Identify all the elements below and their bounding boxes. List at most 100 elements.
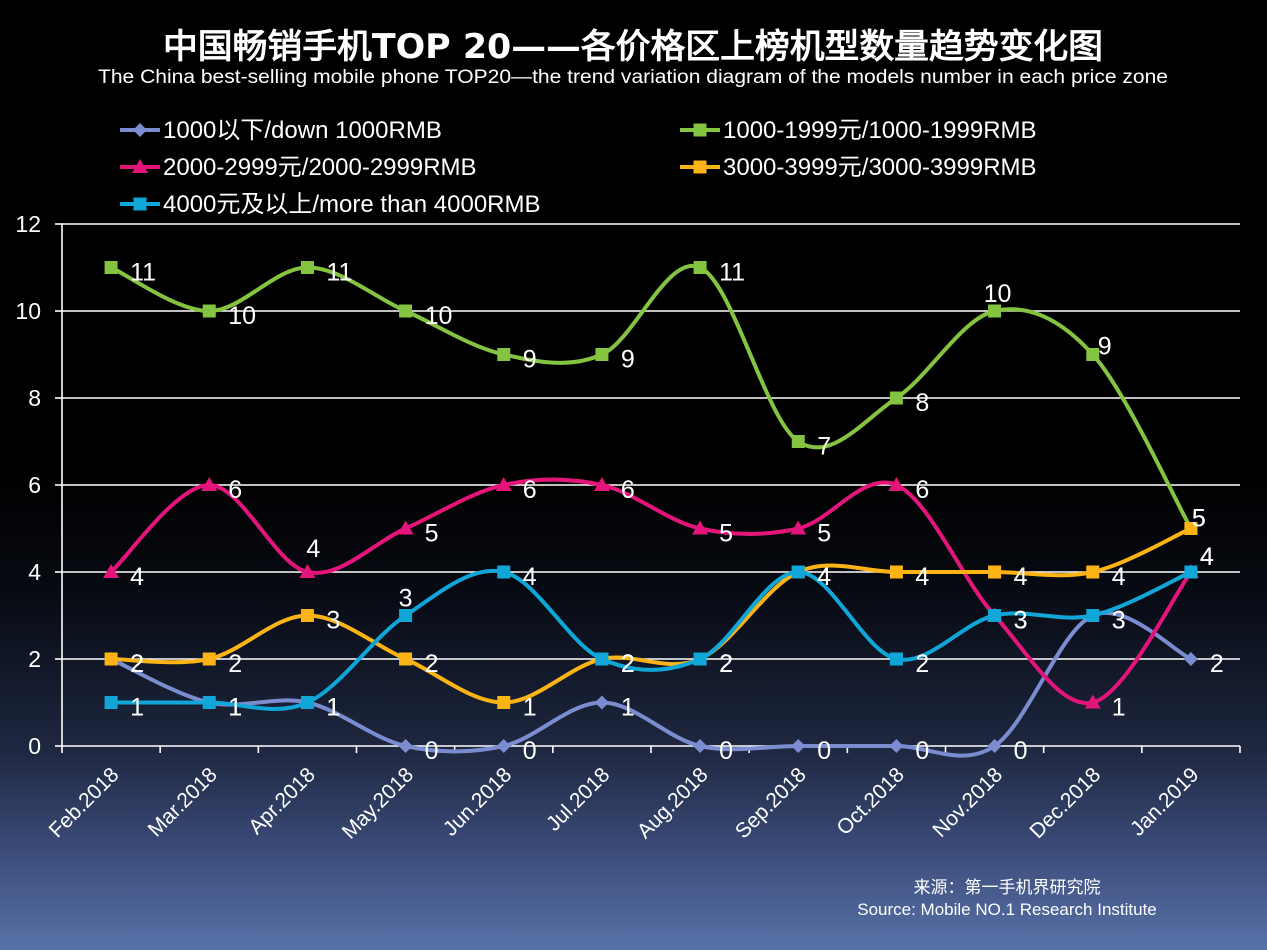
data-label: 11 — [130, 259, 156, 287]
source-en: Source: Mobile NO.1 Research Institute — [857, 900, 1157, 919]
data-label: 5 — [1192, 505, 1206, 533]
series-line-4000-plus — [109, 568, 1193, 711]
y-tick-label: 4 — [28, 559, 41, 585]
data-label: 5 — [425, 520, 439, 548]
data-point — [1184, 522, 1198, 535]
data-point — [790, 520, 807, 535]
data-label: 4 — [306, 535, 320, 563]
data-label: 2 — [719, 650, 733, 678]
data-label: 10 — [425, 302, 453, 330]
data-label: 2 — [130, 650, 144, 678]
data-point — [399, 652, 413, 666]
series-2000-2999 — [103, 477, 1199, 709]
data-label: 4 — [817, 563, 831, 591]
data-point — [399, 304, 413, 318]
legend-marker — [133, 197, 147, 211]
data-point — [202, 304, 216, 318]
data-label: 9 — [621, 346, 635, 374]
legend-swatch — [120, 197, 160, 211]
legend-swatch — [120, 159, 160, 173]
data-point — [300, 261, 314, 274]
data-label: 0 — [719, 737, 733, 765]
data-label: 0 — [817, 737, 831, 765]
data-point — [1086, 348, 1100, 361]
data-label: 4 — [1112, 563, 1126, 591]
data-point — [1084, 694, 1101, 709]
data-point — [398, 739, 413, 753]
series-line-under-1000 — [109, 611, 1193, 758]
legend-label: 1000-1999元/1000-1999RMB — [723, 117, 1037, 144]
y-tick-label: 8 — [28, 385, 41, 411]
data-point — [1086, 609, 1100, 622]
data-label: 3 — [326, 607, 340, 635]
y-tick-label: 0 — [28, 733, 41, 759]
legend-swatch — [680, 160, 720, 174]
data-label: 0 — [1014, 737, 1028, 765]
y-tick-label: 12 — [15, 211, 41, 237]
data-point — [202, 696, 216, 709]
data-label: 4 — [915, 563, 929, 591]
legend-item-4000-plus: 4000元及以上/more than 4000RMB — [120, 191, 541, 218]
legend-label: 1000以下/down 1000RMB — [163, 117, 442, 144]
data-point — [497, 565, 511, 579]
source-note: 来源：第一手机界研究院 Source: Mobile NO.1 Research… — [857, 878, 1157, 919]
data-label: 2 — [1210, 650, 1224, 678]
data-point — [595, 652, 609, 666]
data-point — [791, 739, 806, 753]
legend-marker — [693, 160, 707, 174]
chart-subtitle: The China best-selling mobile phone TOP2… — [98, 67, 1168, 88]
data-label: 5 — [719, 520, 733, 548]
data-label: 7 — [817, 433, 831, 461]
data-point — [399, 609, 413, 622]
data-label: 9 — [523, 346, 537, 374]
data-label: 6 — [621, 476, 635, 504]
x-tick-label: May.2018 — [338, 763, 418, 843]
data-label: 0 — [425, 737, 439, 765]
legend-marker — [133, 123, 147, 137]
y-tick-label: 10 — [15, 298, 41, 324]
series-line-1000-1999 — [109, 263, 1193, 531]
data-point — [593, 477, 610, 491]
data-label: 1 — [228, 694, 242, 722]
data-point — [104, 261, 118, 274]
data-label: 1 — [523, 694, 537, 722]
data-label: 1 — [228, 694, 242, 722]
x-tick-label: Jan.2019 — [1126, 763, 1203, 840]
series-layer — [103, 261, 1199, 758]
data-point — [1184, 565, 1198, 579]
legend-swatch — [680, 123, 720, 137]
data-label: 11 — [719, 259, 745, 287]
data-label: 10 — [984, 280, 1012, 308]
data-label: 9 — [1098, 333, 1112, 361]
data-point — [495, 477, 512, 491]
data-label: 6 — [228, 476, 242, 504]
data-label: 2 — [425, 650, 439, 678]
chart-title: 中国畅销手机TOP 20——各价格区上榜机型数量趋势变化图 — [163, 27, 1103, 67]
x-tick-label: Aug.2018 — [633, 763, 713, 843]
data-label: 2 — [130, 650, 144, 678]
x-tick-label: Apr.2018 — [244, 763, 320, 839]
data-label: 1 — [326, 694, 340, 722]
data-label: 3 — [1014, 607, 1028, 635]
data-point — [1183, 652, 1198, 666]
data-label: 4 — [817, 563, 831, 591]
data-point — [988, 304, 1002, 318]
data-label: 2 — [719, 650, 733, 678]
data-point — [889, 391, 903, 405]
data-point — [791, 435, 805, 448]
data-point — [693, 261, 707, 274]
data-label: 2 — [915, 650, 929, 678]
data-label: 2 — [621, 650, 635, 678]
data-label: 5 — [1192, 505, 1206, 533]
data-point — [595, 348, 609, 361]
series-4000-plus — [104, 565, 1198, 711]
data-point — [104, 652, 118, 666]
x-tick-label: Mar.2018 — [144, 763, 222, 841]
x-tick-label: Jun.2018 — [439, 763, 516, 840]
data-point — [889, 565, 903, 579]
data-point — [300, 696, 314, 709]
data-label: 3 — [1112, 607, 1126, 635]
